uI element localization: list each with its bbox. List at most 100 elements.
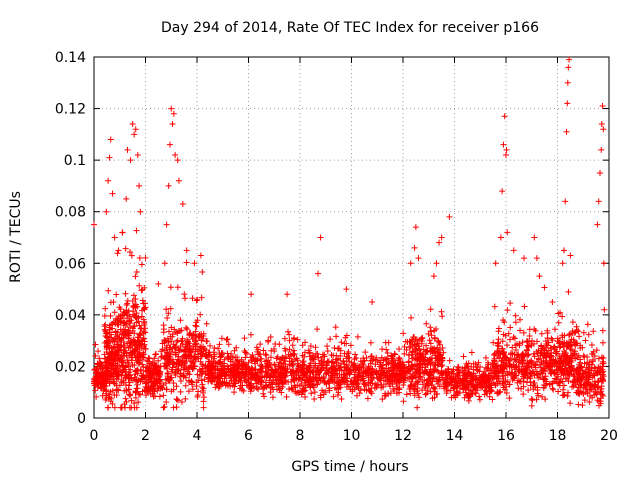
data-point [396,355,403,362]
data-point [559,369,566,376]
data-point [597,389,604,396]
data-point [422,364,429,371]
data-point [148,378,155,385]
data-point [138,372,145,379]
data-point [126,369,133,376]
data-point [137,340,144,347]
data-point [512,319,519,326]
data-point [599,339,606,346]
data-point [555,310,562,317]
data-point [124,146,131,153]
data-point [528,395,535,402]
data-point [467,371,474,378]
data-point [564,342,571,349]
data-point [173,383,180,390]
data-point [419,361,426,368]
data-point [189,359,196,366]
data-point [184,346,191,353]
data-points [91,56,608,411]
data-point [451,384,458,391]
data-point [152,350,159,357]
data-point [208,354,215,361]
data-point [125,386,132,393]
data-point [581,354,588,361]
data-point [273,355,280,362]
data-point [559,378,566,385]
data-point [387,390,394,397]
data-point [390,386,397,393]
data-point [102,362,109,369]
data-point [560,343,567,350]
data-point [405,352,412,359]
data-point [596,369,603,376]
data-point [257,365,264,372]
data-point [105,177,112,184]
data-point [161,403,168,410]
data-point [495,328,502,335]
data-point [395,354,402,361]
data-point [126,379,133,386]
data-point [534,371,541,378]
data-point [149,390,156,397]
data-point [430,385,437,392]
data-point [548,345,555,352]
data-point [138,313,145,320]
data-point [378,384,385,391]
data-point [208,377,215,384]
data-point [183,259,190,266]
data-point [484,359,491,366]
data-point [581,360,588,367]
data-point [518,352,525,359]
data-point [402,338,409,345]
data-point [476,381,483,388]
data-point [139,307,146,314]
data-point [523,379,530,386]
data-point [579,373,586,380]
data-point [101,323,108,330]
data-point [324,362,331,369]
data-point [98,360,105,367]
data-point [386,366,393,373]
data-point [186,377,193,384]
data-point [380,371,387,378]
data-point [502,332,509,339]
data-point [514,379,521,386]
data-point [213,377,220,384]
data-point [447,387,454,394]
data-point [553,348,560,355]
data-point [598,354,605,361]
data-point [165,339,172,346]
data-point [188,378,195,385]
data-point [497,234,504,241]
data-point [281,335,288,342]
data-point [351,371,358,378]
data-point [440,377,447,384]
data-point [554,335,561,342]
data-point [488,388,495,395]
data-point [141,338,148,345]
data-point [263,373,270,380]
data-point [564,375,571,382]
data-point [520,329,527,336]
data-point [131,362,138,369]
data-point [417,374,424,381]
data-point [423,390,430,397]
data-point [115,247,122,254]
data-point [589,351,596,358]
data-point [517,327,524,334]
data-point [438,234,445,241]
data-point [186,331,193,338]
data-point [245,366,252,373]
data-point [150,370,157,377]
data-point [179,337,186,344]
data-point [125,344,132,351]
data-point [446,213,453,220]
data-point [368,376,375,383]
data-point [290,368,297,375]
data-point [120,362,127,369]
data-point [200,330,207,337]
data-point [279,354,286,361]
data-point [455,370,462,377]
data-point [171,326,178,333]
data-point [201,376,208,383]
